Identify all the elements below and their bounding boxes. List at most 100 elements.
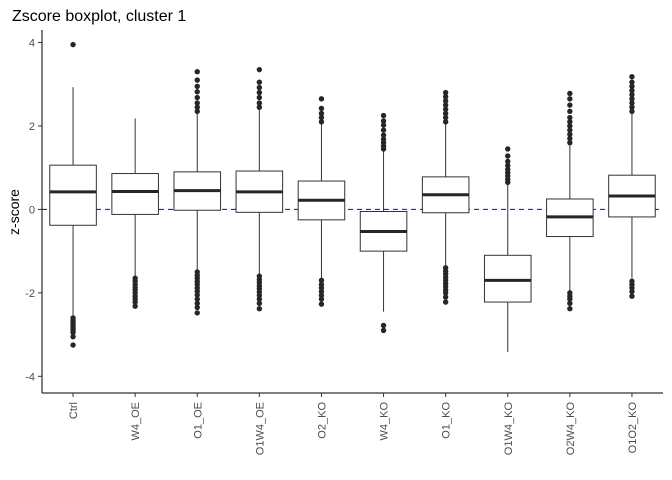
outlier-point <box>194 292 200 298</box>
outlier-point <box>567 139 573 146</box>
outlier-point <box>256 300 263 306</box>
outlier-point <box>318 110 325 117</box>
box-o2-ko <box>297 96 346 307</box>
outlier-point <box>567 123 573 129</box>
outlier-point <box>629 91 635 98</box>
outlier-point <box>194 310 200 316</box>
box-o1w4-oe <box>235 66 284 312</box>
y-tick-label: 4 <box>29 38 35 50</box>
outlier-point <box>442 294 449 300</box>
y-tick-label: -4 <box>25 371 35 383</box>
outlier-point <box>194 304 200 311</box>
outlier-point <box>567 300 573 306</box>
outlier-point <box>194 94 200 101</box>
x-axis-ticks: Ctrl W4_OE O1_OE O1W4_OE O2_KO W4_KO O1_KO O1W4… <box>68 393 639 455</box>
box-w4-oe <box>111 118 159 309</box>
box-o1o2-ko <box>608 74 656 299</box>
outlier-point <box>567 96 573 102</box>
outlier-point <box>194 104 200 110</box>
outlier-point <box>256 84 263 91</box>
outlier-point <box>629 288 635 295</box>
outlier-point <box>505 153 511 159</box>
outlier-point <box>256 104 263 110</box>
outlier-point <box>442 114 449 121</box>
outlier-point <box>70 41 76 48</box>
outlier-point <box>567 114 573 121</box>
outlier-point <box>442 290 449 296</box>
outlier-point <box>567 119 573 125</box>
outlier-point <box>256 94 263 101</box>
outlier-point <box>442 106 449 112</box>
box-layer <box>49 41 656 353</box>
outlier-point <box>567 108 573 115</box>
plot-area <box>42 41 663 353</box>
outlier-point <box>194 89 200 95</box>
x-tick-label: O1W4_OE <box>254 402 266 455</box>
outlier-point <box>194 83 200 90</box>
outlier-point <box>442 299 449 305</box>
outlier-point <box>132 303 138 309</box>
box-o1-ko <box>421 89 470 305</box>
outlier-point <box>318 105 325 112</box>
outlier-point <box>318 285 325 291</box>
outlier-point <box>629 79 635 85</box>
outlier-point <box>380 322 387 329</box>
outlier-point <box>380 122 387 128</box>
outlier-point <box>318 288 325 295</box>
outlier-point <box>256 100 263 106</box>
outlier-point <box>380 118 387 124</box>
outlier-point <box>505 162 511 169</box>
outlier-point <box>442 119 449 125</box>
outlier-point <box>567 102 573 108</box>
box-iqr <box>111 173 159 215</box>
outlier-point <box>318 296 325 302</box>
y-axis-title: z-score <box>6 189 22 235</box>
y-tick-label: -2 <box>25 288 35 300</box>
outlier-point <box>629 285 635 291</box>
box-iqr <box>483 254 532 303</box>
x-tick-label: O1O2_KO <box>627 402 639 454</box>
outlier-point <box>318 292 325 299</box>
box-iqr <box>49 164 97 226</box>
outlier-point <box>505 166 511 173</box>
outlier-point <box>629 83 635 90</box>
outlier-point <box>567 90 573 97</box>
outlier-point <box>629 100 635 106</box>
outlier-point <box>442 89 449 96</box>
outlier-point <box>194 100 200 106</box>
outlier-point <box>567 135 573 142</box>
outlier-point <box>256 66 263 73</box>
x-tick-label: W4_KO <box>379 402 391 441</box>
outlier-point <box>505 158 511 165</box>
x-tick-label: O2_KO <box>316 402 328 439</box>
outlier-point <box>442 98 449 104</box>
outlier-point <box>629 108 635 115</box>
outlier-point <box>70 333 76 340</box>
outlier-point <box>256 89 263 96</box>
y-tick-label: 2 <box>29 121 35 133</box>
outlier-point <box>442 110 449 117</box>
outlier-point <box>132 299 138 305</box>
outlier-point <box>256 296 263 302</box>
outlier-point <box>256 292 263 299</box>
outlier-point <box>567 306 573 312</box>
box-o1-oe <box>173 69 222 316</box>
outlier-point <box>318 301 325 307</box>
outlier-point <box>505 146 511 152</box>
outlier-point <box>194 108 200 115</box>
outlier-point <box>194 288 200 294</box>
outlier-point <box>70 329 76 336</box>
chart-title: Zscore boxplot, cluster 1 <box>12 8 186 25</box>
box-w4-ko <box>359 112 408 334</box>
outlier-point <box>629 96 635 102</box>
outlier-point <box>380 112 387 119</box>
outlier-point <box>194 300 200 306</box>
outlier-point <box>629 87 635 94</box>
x-tick-label: O1W4_KO <box>503 402 515 456</box>
box-ctrl <box>49 41 97 348</box>
x-tick-label: O1_OE <box>192 402 204 439</box>
x-tick-label: W4_OE <box>130 402 142 441</box>
outlier-point <box>442 102 449 108</box>
outlier-point <box>194 296 200 302</box>
